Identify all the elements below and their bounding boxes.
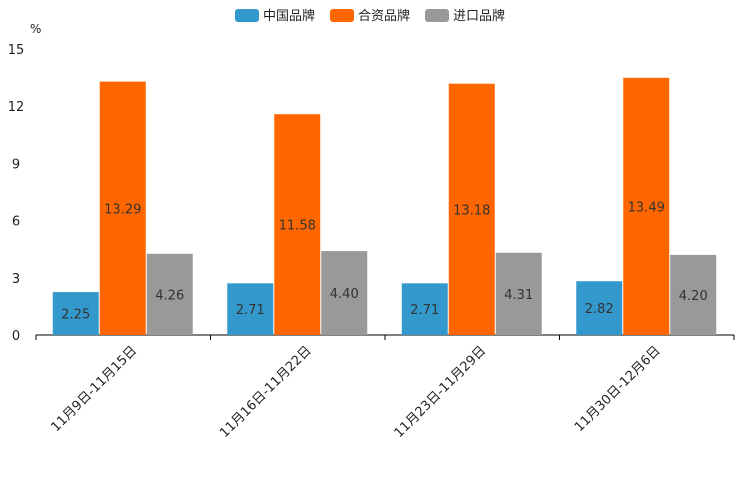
y-tick-label: 0	[12, 329, 20, 344]
bar	[274, 114, 321, 335]
bar	[401, 283, 448, 335]
bars	[52, 77, 717, 336]
bar	[623, 77, 670, 336]
bar	[495, 252, 542, 335]
data-labels: 2.25 13.29 4.26 2.71 11.58 4.40 2.71 13.18 4.31 2…	[61, 200, 707, 322]
bar	[670, 254, 717, 335]
y-axis-unit-label: %	[30, 22, 41, 36]
data-label: 4.26	[155, 288, 184, 303]
x-tick-label: 11月23日-11月29日	[392, 343, 489, 440]
data-label: 2.71	[236, 303, 265, 318]
legend: 中国品牌 合资品牌 进口品牌	[235, 8, 505, 24]
legend-swatch	[425, 9, 449, 22]
legend-label: 进口品牌	[453, 8, 505, 24]
y-tick-label: 3	[12, 272, 20, 287]
y-tick-label: 15	[8, 43, 25, 58]
data-label: 4.20	[679, 289, 708, 304]
data-label: 2.25	[61, 308, 90, 323]
legend-label: 合资品牌	[358, 8, 410, 24]
y-tick-label: 9	[12, 157, 20, 172]
data-label: 2.71	[410, 303, 439, 318]
legend-swatch	[330, 9, 354, 22]
bar	[146, 253, 193, 335]
bar	[448, 83, 495, 336]
data-label: 13.29	[104, 202, 141, 217]
legend-swatch	[235, 9, 259, 22]
x-axis: 11月9日-11月15日 11月16日-11月22日 11月23日-11月29日 11…	[35, 334, 735, 441]
bar	[227, 283, 274, 335]
data-label: 2.82	[585, 302, 614, 317]
data-label: 11.58	[279, 219, 316, 234]
legend-item: 合资品牌	[330, 8, 410, 24]
x-tick-label: 11月9日-11月15日	[49, 343, 141, 435]
y-axis: 0 3 6 9 12 15	[8, 43, 25, 344]
bar	[52, 292, 99, 335]
data-label: 13.49	[628, 200, 665, 215]
bar	[576, 281, 623, 335]
legend-item: 中国品牌	[235, 8, 315, 24]
x-tick-label: 11月30日-12月6日	[572, 343, 664, 435]
data-label: 4.31	[504, 288, 533, 303]
y-tick-label: 12	[8, 100, 25, 115]
y-tick-label: 6	[12, 215, 20, 230]
data-label: 13.18	[453, 203, 490, 218]
data-label: 4.40	[330, 287, 359, 302]
legend-item: 进口品牌	[425, 8, 505, 24]
x-tick-label: 11月16日-11月22日	[217, 343, 314, 440]
bar	[321, 251, 368, 335]
legend-label: 中国品牌	[263, 8, 315, 24]
bar	[99, 81, 146, 335]
